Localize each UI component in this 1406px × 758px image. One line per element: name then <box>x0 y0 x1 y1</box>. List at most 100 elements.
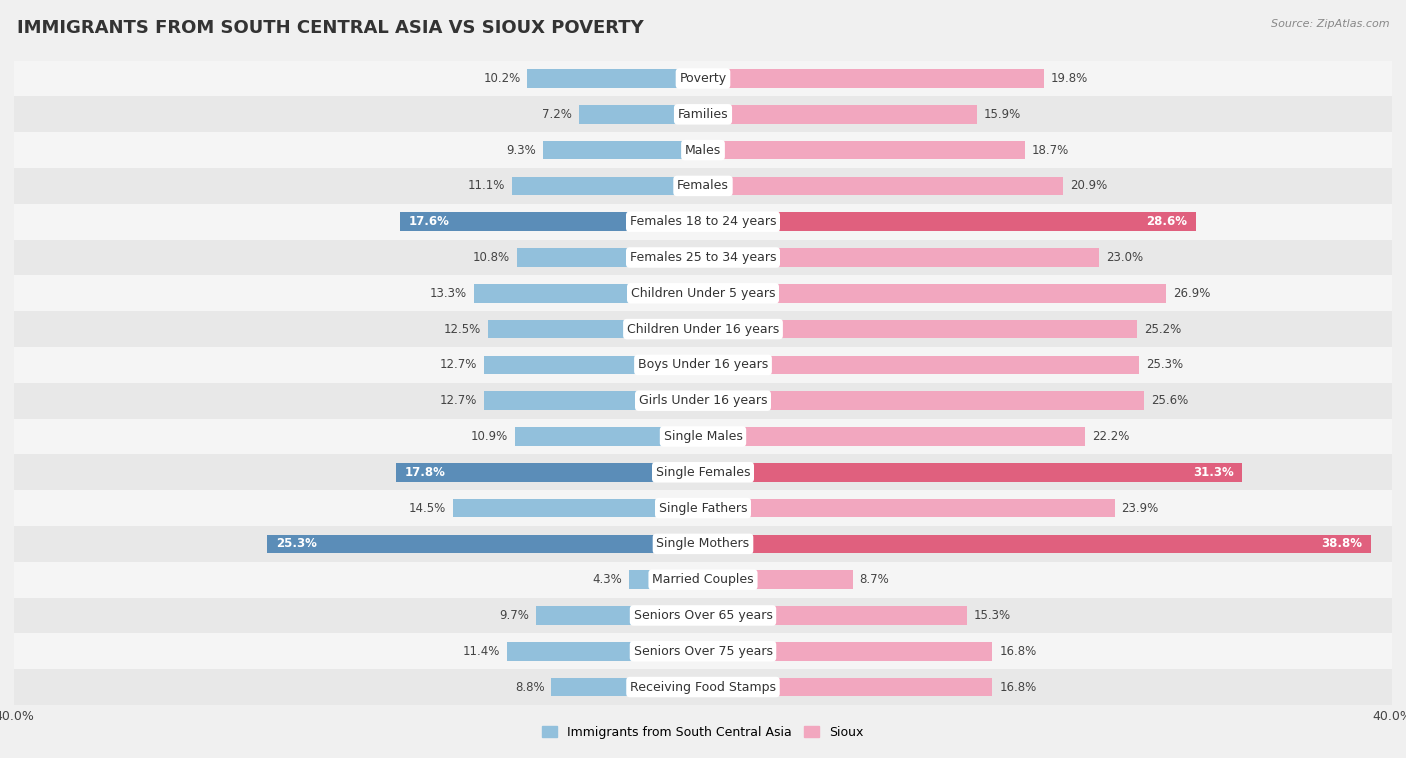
Bar <box>14 347 1392 383</box>
Bar <box>14 204 1392 240</box>
Text: 28.6%: 28.6% <box>1146 215 1187 228</box>
Bar <box>703 570 853 589</box>
Text: Children Under 16 years: Children Under 16 years <box>627 323 779 336</box>
Text: 25.3%: 25.3% <box>276 537 316 550</box>
Text: Females 25 to 34 years: Females 25 to 34 years <box>630 251 776 264</box>
Text: 16.8%: 16.8% <box>1000 645 1036 658</box>
Text: 22.2%: 22.2% <box>1092 430 1129 443</box>
Text: 11.4%: 11.4% <box>463 645 499 658</box>
Text: 20.9%: 20.9% <box>1070 180 1107 193</box>
Text: 26.9%: 26.9% <box>1173 287 1211 300</box>
Bar <box>14 240 1392 275</box>
Text: Single Females: Single Females <box>655 465 751 479</box>
Bar <box>703 499 1115 518</box>
Text: 10.9%: 10.9% <box>471 430 509 443</box>
Bar <box>536 606 703 625</box>
Bar <box>703 141 1025 159</box>
Bar <box>703 284 1167 302</box>
Text: 12.5%: 12.5% <box>443 323 481 336</box>
Bar <box>517 248 703 267</box>
Bar <box>551 678 703 697</box>
Bar <box>474 284 703 302</box>
Bar <box>543 141 703 159</box>
Text: 14.5%: 14.5% <box>409 502 446 515</box>
Bar <box>14 96 1392 132</box>
Bar <box>579 105 703 124</box>
Text: 17.8%: 17.8% <box>405 465 446 479</box>
Text: Children Under 5 years: Children Under 5 years <box>631 287 775 300</box>
Bar <box>14 312 1392 347</box>
Bar <box>14 61 1392 96</box>
Text: 13.3%: 13.3% <box>430 287 467 300</box>
Text: Families: Families <box>678 108 728 121</box>
Bar <box>512 177 703 196</box>
Text: Girls Under 16 years: Girls Under 16 years <box>638 394 768 407</box>
Bar <box>703 534 1371 553</box>
Bar <box>703 678 993 697</box>
Text: 9.7%: 9.7% <box>499 609 529 622</box>
Text: Receiving Food Stamps: Receiving Food Stamps <box>630 681 776 694</box>
Bar <box>14 562 1392 597</box>
Text: 4.3%: 4.3% <box>592 573 621 586</box>
Bar <box>399 212 703 231</box>
Bar <box>14 526 1392 562</box>
Text: 11.1%: 11.1% <box>468 180 505 193</box>
Text: 10.8%: 10.8% <box>472 251 510 264</box>
Bar <box>703 177 1063 196</box>
Bar <box>703 320 1137 338</box>
Bar <box>703 642 993 660</box>
Text: Source: ZipAtlas.com: Source: ZipAtlas.com <box>1271 19 1389 29</box>
Text: 38.8%: 38.8% <box>1322 537 1362 550</box>
Text: IMMIGRANTS FROM SOUTH CENTRAL ASIA VS SIOUX POVERTY: IMMIGRANTS FROM SOUTH CENTRAL ASIA VS SI… <box>17 19 644 37</box>
Text: Poverty: Poverty <box>679 72 727 85</box>
Text: Single Mothers: Single Mothers <box>657 537 749 550</box>
Text: Females 18 to 24 years: Females 18 to 24 years <box>630 215 776 228</box>
Bar <box>628 570 703 589</box>
Bar <box>14 597 1392 634</box>
Text: 25.3%: 25.3% <box>1146 359 1182 371</box>
Legend: Immigrants from South Central Asia, Sioux: Immigrants from South Central Asia, Siou… <box>537 721 869 744</box>
Text: Males: Males <box>685 143 721 157</box>
Text: Seniors Over 65 years: Seniors Over 65 years <box>634 609 772 622</box>
Bar <box>14 418 1392 454</box>
Text: Boys Under 16 years: Boys Under 16 years <box>638 359 768 371</box>
Bar <box>14 669 1392 705</box>
Bar <box>703 105 977 124</box>
Text: Single Males: Single Males <box>664 430 742 443</box>
Bar <box>515 428 703 446</box>
Bar <box>703 248 1099 267</box>
Bar <box>14 168 1392 204</box>
Bar <box>703 463 1241 481</box>
Bar <box>484 356 703 374</box>
Bar <box>453 499 703 518</box>
Text: 23.0%: 23.0% <box>1107 251 1143 264</box>
Text: 12.7%: 12.7% <box>440 394 478 407</box>
Text: Married Couples: Married Couples <box>652 573 754 586</box>
Text: 12.7%: 12.7% <box>440 359 478 371</box>
Bar <box>703 606 966 625</box>
Text: 9.3%: 9.3% <box>506 143 536 157</box>
Text: 8.7%: 8.7% <box>859 573 890 586</box>
Text: Single Fathers: Single Fathers <box>659 502 747 515</box>
Text: 15.9%: 15.9% <box>984 108 1021 121</box>
Text: Seniors Over 75 years: Seniors Over 75 years <box>634 645 772 658</box>
Bar <box>14 490 1392 526</box>
Bar <box>14 275 1392 312</box>
Text: 16.8%: 16.8% <box>1000 681 1036 694</box>
Text: 7.2%: 7.2% <box>543 108 572 121</box>
Text: 25.2%: 25.2% <box>1144 323 1181 336</box>
Bar <box>396 463 703 481</box>
Bar <box>14 454 1392 490</box>
Bar <box>14 383 1392 418</box>
Text: 25.6%: 25.6% <box>1152 394 1188 407</box>
Text: 8.8%: 8.8% <box>515 681 544 694</box>
Bar <box>703 69 1045 88</box>
Bar <box>703 391 1144 410</box>
Bar <box>267 534 703 553</box>
Bar <box>488 320 703 338</box>
Bar <box>527 69 703 88</box>
Text: 23.9%: 23.9% <box>1122 502 1159 515</box>
Text: 10.2%: 10.2% <box>484 72 520 85</box>
Text: Females: Females <box>678 180 728 193</box>
Text: 17.6%: 17.6% <box>409 215 450 228</box>
